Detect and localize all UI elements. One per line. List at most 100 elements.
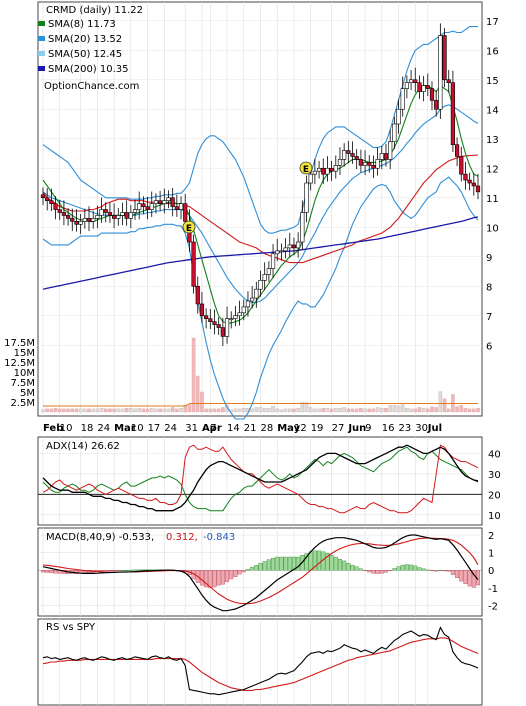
macd-histogram-bar <box>233 570 238 577</box>
volume-bar <box>421 408 426 413</box>
candle-body <box>191 241 196 287</box>
volume-bar <box>166 408 171 413</box>
candle-body <box>99 209 104 216</box>
volume-bar <box>124 408 129 413</box>
macd-histogram-bar <box>137 569 142 571</box>
volume-bar <box>204 408 208 413</box>
x-tick-label: 23 <box>399 423 412 434</box>
adx-minus-di-line <box>42 444 479 514</box>
volume-bar <box>375 407 380 413</box>
candle-body <box>120 212 125 216</box>
macd-histogram-bar <box>291 556 296 571</box>
macd-histogram-bar <box>342 560 347 571</box>
candle-body <box>245 300 251 308</box>
ticker-label: CRMD (daily) 11.22 <box>46 5 143 16</box>
candle-body <box>229 318 234 321</box>
candle-body <box>78 221 83 225</box>
macd-histogram-bar <box>116 570 121 571</box>
legend-sma200: SMA(200) 10.35 <box>48 64 129 75</box>
volume-bar <box>254 407 259 413</box>
candle-body <box>287 244 292 249</box>
candle-body <box>183 203 188 222</box>
candle-body <box>145 206 150 210</box>
candle-body <box>53 203 58 210</box>
legend-swatch-sma200 <box>38 66 45 71</box>
bollinger-lower-line <box>42 176 479 420</box>
legend-swatch-sma20 <box>38 36 45 41</box>
macd-histogram-bar <box>120 570 125 571</box>
x-tick-label: 18 <box>81 423 94 434</box>
macd-histogram-bar <box>145 569 150 571</box>
x-tick-label: 27 <box>332 423 345 434</box>
volume-bar <box>334 408 338 413</box>
candle-body <box>442 35 447 81</box>
volume-bar <box>99 408 104 413</box>
volume-bar <box>317 408 321 413</box>
volume-bar <box>175 408 179 413</box>
volume-average-line <box>43 403 478 407</box>
candle-body <box>199 303 205 317</box>
volume-tick-label: 17.5M <box>4 338 35 349</box>
volume-tick-label: 10M <box>14 368 35 379</box>
macd-histogram-bar <box>133 569 138 571</box>
candle-body <box>166 197 171 201</box>
volume-bar <box>321 408 325 413</box>
candle-body <box>291 244 297 249</box>
volume-bar <box>300 402 305 413</box>
candle-body <box>404 82 409 89</box>
price-tick-label: 17 <box>486 17 499 28</box>
volume-bar <box>112 408 116 413</box>
macd-tick-label: 1 <box>488 549 494 560</box>
macd-histogram-bar <box>425 569 430 571</box>
volume-bar <box>279 409 284 413</box>
volume-bar <box>359 408 363 413</box>
macd-histogram-bar <box>262 561 267 571</box>
volume-bar <box>308 407 313 413</box>
macd-histogram-bar <box>337 558 342 571</box>
macd-histogram-bar <box>103 570 108 572</box>
candle-body <box>266 268 271 275</box>
candle-body <box>162 200 167 204</box>
lines-layer <box>42 26 479 696</box>
volume-bar <box>367 408 371 413</box>
candle-body <box>454 144 460 157</box>
candle-body <box>270 253 276 269</box>
volume-bar <box>133 408 137 413</box>
candle-body <box>204 315 209 319</box>
volume-bar <box>292 408 296 413</box>
candle-body <box>362 162 368 166</box>
volume-bar <box>325 408 330 413</box>
volume-bar <box>430 406 434 413</box>
macd-histogram-bar <box>99 570 104 572</box>
volume-bar <box>170 407 175 413</box>
candle-body <box>283 247 288 252</box>
macd-histogram-bar <box>354 566 359 571</box>
volume-bar <box>83 408 87 413</box>
volume-bar <box>41 409 45 413</box>
sma50-line <box>42 154 479 264</box>
candle-body <box>279 250 284 253</box>
candle-body <box>103 209 108 213</box>
candle-body <box>475 185 481 193</box>
macd-histogram-bar <box>413 565 418 571</box>
macd-histogram-bar <box>450 570 455 575</box>
candle-body <box>141 203 146 207</box>
candle-body <box>308 173 313 184</box>
volume-bar <box>354 408 359 413</box>
volume-bar <box>346 408 351 413</box>
candle-body <box>170 197 175 207</box>
price-tick-label: 8 <box>486 282 492 293</box>
candle-body <box>116 215 121 219</box>
rs-line <box>42 626 479 696</box>
candle-body <box>57 209 62 213</box>
macd-histogram-bar <box>463 570 468 584</box>
x-tick-label: 31 <box>185 423 198 434</box>
volume-bar <box>463 408 468 413</box>
candle-body <box>300 212 305 243</box>
volume-bar <box>304 402 309 413</box>
volume-bar <box>446 408 451 413</box>
macd-histogram-bar <box>216 570 221 586</box>
candle-body <box>82 218 87 222</box>
candle-body <box>107 212 113 216</box>
volume-bar <box>216 408 221 413</box>
